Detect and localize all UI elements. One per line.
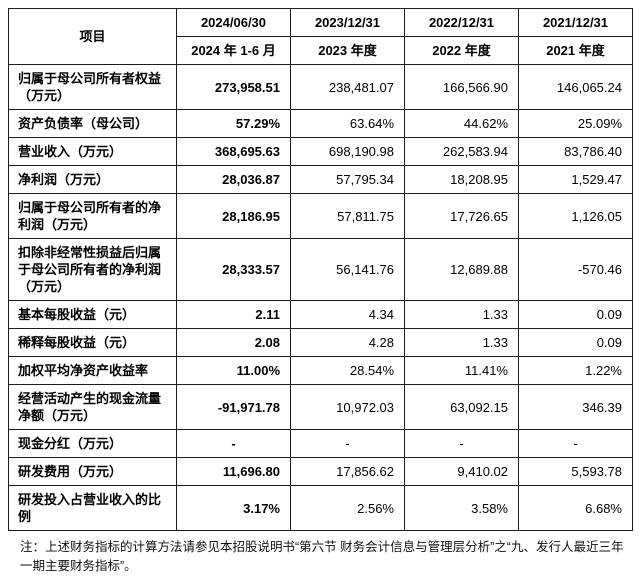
cell-value: 57.29% (176, 109, 291, 138)
cell-value: 1.22% (518, 356, 633, 385)
cell-value: 2.56% (290, 485, 405, 531)
row-label: 基本每股收益（元） (8, 300, 177, 329)
row-label: 研发投入占营业收入的比例 (8, 485, 177, 531)
table-row: 归属于母公司所有者的净利润（万元） 28,186.95 57,811.75 17… (8, 193, 633, 239)
cell-value: 17,856.62 (290, 457, 405, 486)
header-period-col-3: 2021 年度 (518, 36, 633, 65)
cell-value: 10,972.03 (290, 384, 405, 430)
cell-value: 2.08 (176, 328, 291, 357)
cell-value: 0.09 (518, 300, 633, 329)
header-date-col-0: 2024/06/30 (176, 8, 291, 37)
financial-indicators-table: 项目 2024/06/30 2023/12/31 2022/12/31 2021… (8, 8, 633, 531)
cell-value: 18,208.95 (404, 165, 519, 194)
header-date-col-2: 2022/12/31 (404, 8, 519, 37)
cell-value: 3.58% (404, 485, 519, 531)
cell-value: 698,190.98 (290, 137, 405, 166)
cell-value: 3.17% (176, 485, 291, 531)
cell-value: 273,958.51 (176, 64, 291, 110)
table-row: 扣除非经常性损益后归属于母公司所有者的净利润（万元） 28,333.57 56,… (8, 238, 633, 301)
cell-value: 1.33 (404, 300, 519, 329)
row-label: 资产负债率（母公司） (8, 109, 177, 138)
footnote: 注：上述财务指标的计算方法请参见本招股说明书“第六节 财务会计信息与管理层分析”… (20, 540, 624, 574)
cell-value: 4.28 (290, 328, 405, 357)
cell-value: 368,695.63 (176, 137, 291, 166)
table-row: 研发费用（万元） 11,696.80 17,856.62 9,410.02 5,… (8, 457, 633, 486)
cell-value: 57,795.34 (290, 165, 405, 194)
table-row: 归属于母公司所有者权益（万元） 273,958.51 238,481.07 16… (8, 64, 633, 110)
cell-value: -570.46 (518, 238, 633, 301)
header-date-col-3: 2021/12/31 (518, 8, 633, 37)
cell-value: 28,333.57 (176, 238, 291, 301)
cell-value: 57,811.75 (290, 193, 405, 239)
cell-value: 11.00% (176, 356, 291, 385)
table-row: 稀释每股收益（元） 2.08 4.28 1.33 0.09 (8, 328, 633, 357)
cell-value: 5,593.78 (518, 457, 633, 486)
cell-value: 63,092.15 (404, 384, 519, 430)
header-period-col-1: 2023 年度 (290, 36, 405, 65)
cell-value: 2.11 (176, 300, 291, 329)
row-label: 稀释每股收益（元） (8, 328, 177, 357)
row-label: 归属于母公司所有者权益（万元） (8, 64, 177, 110)
header-period-col-0: 2024 年 1-6 月 (176, 36, 291, 65)
cell-value: - (290, 429, 405, 458)
cell-value: 25.09% (518, 109, 633, 138)
cell-value: - (176, 429, 291, 458)
row-label: 研发费用（万元） (8, 457, 177, 486)
cell-value: 11,696.80 (176, 457, 291, 486)
row-label: 加权平均净资产收益率 (8, 356, 177, 385)
header-row-dates: 项目 2024/06/30 2023/12/31 2022/12/31 2021… (8, 8, 633, 65)
table-row: 加权平均净资产收益率 11.00% 28.54% 11.41% 1.22% (8, 356, 633, 385)
cell-value: 1.33 (404, 328, 519, 357)
row-label: 扣除非经常性损益后归属于母公司所有者的净利润（万元） (8, 238, 177, 301)
cell-value: 83,786.40 (518, 137, 633, 166)
cell-value: 28,186.95 (176, 193, 291, 239)
table-row: 资产负债率（母公司） 57.29% 63.64% 44.62% 25.09% (8, 109, 633, 138)
header-date-col-1: 2023/12/31 (290, 8, 405, 37)
table-row: 研发投入占营业收入的比例 3.17% 2.56% 3.58% 6.68% (8, 485, 633, 531)
cell-value: 28.54% (290, 356, 405, 385)
table-row: 营业收入（万元） 368,695.63 698,190.98 262,583.9… (8, 137, 633, 166)
cell-value: 1,126.05 (518, 193, 633, 239)
cell-value: 146,065.24 (518, 64, 633, 110)
cell-value: 56,141.76 (290, 238, 405, 301)
row-label: 现金分红（万元） (8, 429, 177, 458)
cell-value: 166,566.90 (404, 64, 519, 110)
cell-value: 63.64% (290, 109, 405, 138)
cell-value: 17,726.65 (404, 193, 519, 239)
header-item-label: 项目 (8, 8, 177, 65)
row-label: 营业收入（万元） (8, 137, 177, 166)
header-period-col-2: 2022 年度 (404, 36, 519, 65)
table-row: 净利润（万元） 28,036.87 57,795.34 18,208.95 1,… (8, 165, 633, 194)
cell-value: 238,481.07 (290, 64, 405, 110)
cell-value: -91,971.78 (176, 384, 291, 430)
cell-value: 346.39 (518, 384, 633, 430)
cell-value: 12,689.88 (404, 238, 519, 301)
cell-value: 1,529.47 (518, 165, 633, 194)
row-label: 经营活动产生的现金流量净额（万元） (8, 384, 177, 430)
cell-value: 9,410.02 (404, 457, 519, 486)
header-row-periods: 2024 年 1-6 月 2023 年度 2022 年度 2021 年度 (9, 36, 633, 65)
cell-value: - (518, 429, 633, 458)
table-row: 经营活动产生的现金流量净额（万元） -91,971.78 10,972.03 6… (8, 384, 633, 430)
cell-value: 262,583.94 (404, 137, 519, 166)
table-row: 基本每股收益（元） 2.11 4.34 1.33 0.09 (8, 300, 633, 329)
row-label: 净利润（万元） (8, 165, 177, 194)
cell-value: 44.62% (404, 109, 519, 138)
cell-value: 11.41% (404, 356, 519, 385)
row-label: 归属于母公司所有者的净利润（万元） (8, 193, 177, 239)
cell-value: - (404, 429, 519, 458)
cell-value: 28,036.87 (176, 165, 291, 194)
cell-value: 4.34 (290, 300, 405, 329)
cell-value: 6.68% (518, 485, 633, 531)
cell-value: 0.09 (518, 328, 633, 357)
table-row: 现金分红（万元） - - - - (8, 429, 633, 458)
